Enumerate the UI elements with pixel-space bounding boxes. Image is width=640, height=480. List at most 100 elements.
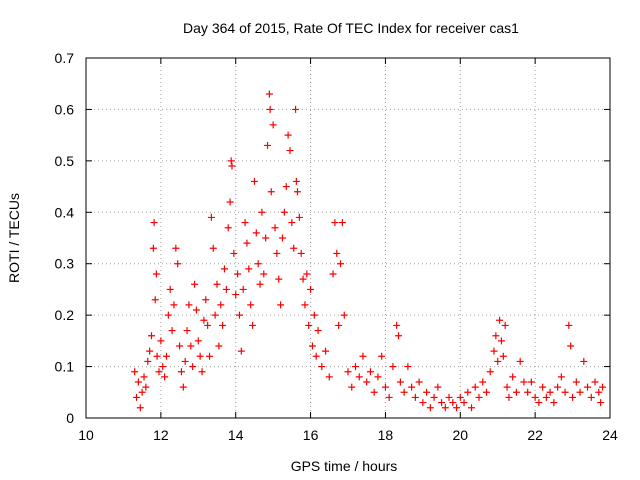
data-point xyxy=(492,332,500,340)
data-point xyxy=(136,404,144,412)
data-point xyxy=(475,393,483,401)
data-point xyxy=(279,234,286,242)
chart-title: Day 364 of 2015, Rate Of TEC Index for r… xyxy=(183,20,519,36)
data-point xyxy=(227,157,235,165)
data-point xyxy=(269,121,277,129)
y-tick-label: 0 xyxy=(66,410,74,426)
data-point xyxy=(146,347,154,355)
data-point xyxy=(584,383,592,391)
data-point xyxy=(297,249,305,257)
data-point xyxy=(520,378,528,386)
data-point xyxy=(194,337,202,345)
data-point xyxy=(366,368,374,376)
data-point xyxy=(438,399,446,407)
plot-frame xyxy=(85,57,611,419)
data-point xyxy=(230,249,238,257)
data-point xyxy=(335,321,343,329)
data-point xyxy=(220,265,228,273)
data-point xyxy=(400,388,408,396)
y-tick-label: 0.4 xyxy=(55,204,75,220)
data-point xyxy=(531,393,539,401)
data-point xyxy=(266,105,274,113)
data-point xyxy=(396,378,404,386)
data-point xyxy=(572,378,580,386)
data-point xyxy=(318,363,326,371)
data-point xyxy=(395,332,403,340)
data-point xyxy=(170,301,178,309)
data-point xyxy=(148,332,155,340)
data-point xyxy=(355,373,363,381)
data-point xyxy=(131,368,139,376)
data-point xyxy=(305,321,313,329)
data-point xyxy=(265,90,273,98)
data-point xyxy=(471,383,479,391)
data-point xyxy=(322,347,330,355)
data-point xyxy=(245,265,253,273)
data-point xyxy=(209,244,217,252)
data-point xyxy=(204,321,212,329)
data-point xyxy=(301,301,309,309)
y-tick-label: 0.7 xyxy=(55,50,75,66)
data-point xyxy=(308,342,316,350)
data-point xyxy=(179,383,187,391)
data-point xyxy=(587,393,595,401)
data-point xyxy=(187,342,195,350)
data-point xyxy=(445,393,453,401)
data-point xyxy=(284,131,292,139)
data-point xyxy=(249,321,257,329)
data-point xyxy=(546,388,554,396)
data-point xyxy=(340,311,348,319)
data-point xyxy=(337,260,345,268)
x-tick-label: 20 xyxy=(452,427,468,443)
data-point xyxy=(219,321,227,329)
data-point xyxy=(224,224,232,232)
data-point xyxy=(385,393,393,401)
data-point xyxy=(331,219,339,227)
data-point xyxy=(404,363,412,371)
data-point xyxy=(527,378,535,386)
data-point xyxy=(164,311,172,319)
data-point xyxy=(299,275,307,283)
data-point xyxy=(595,388,603,396)
data-point xyxy=(310,311,318,319)
y-tick-label: 0.5 xyxy=(55,153,75,169)
data-point xyxy=(554,383,562,391)
data-point xyxy=(501,321,509,329)
data-point xyxy=(303,270,311,278)
data-point xyxy=(482,388,490,396)
x-tick-label: 24 xyxy=(602,427,618,443)
y-axis-label: ROTI / TECUs xyxy=(6,193,22,283)
x-tick-label: 18 xyxy=(378,427,394,443)
data-point xyxy=(162,352,170,360)
x-tick-label: 14 xyxy=(228,427,244,443)
data-point xyxy=(565,321,573,329)
data-point xyxy=(314,327,322,335)
data-point xyxy=(576,388,584,396)
data-point xyxy=(288,219,296,227)
data-point xyxy=(453,404,461,412)
data-point xyxy=(329,270,337,278)
data-point xyxy=(252,229,260,237)
data-point xyxy=(155,368,163,376)
data-point xyxy=(133,393,141,401)
data-point xyxy=(293,188,301,196)
data-point xyxy=(505,393,513,401)
y-tick-label: 0.2 xyxy=(55,307,75,323)
data-point xyxy=(191,280,199,288)
data-point xyxy=(198,368,206,376)
data-point xyxy=(174,260,182,268)
x-tick-label: 10 xyxy=(78,427,94,443)
data-point xyxy=(597,399,605,407)
data-point xyxy=(138,388,146,396)
data-point xyxy=(168,327,176,335)
data-point xyxy=(307,285,315,293)
data-point xyxy=(430,393,438,401)
data-point xyxy=(449,399,457,407)
data-point xyxy=(172,244,180,252)
data-point xyxy=(348,383,356,391)
data-point xyxy=(196,352,204,360)
data-point xyxy=(181,357,189,365)
data-point xyxy=(271,224,279,232)
x-axis-label: GPS time / hours xyxy=(291,458,398,474)
